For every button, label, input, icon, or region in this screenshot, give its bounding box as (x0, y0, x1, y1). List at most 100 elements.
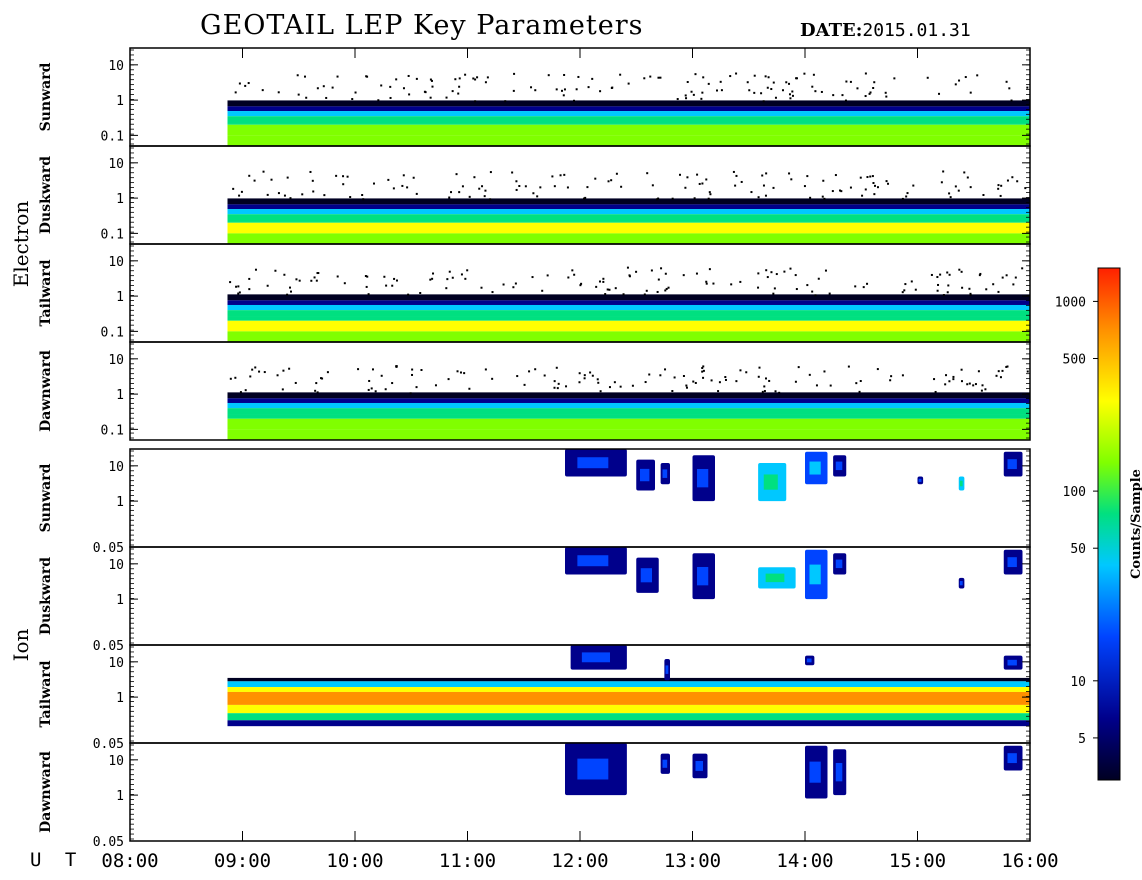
count-speck (594, 177, 597, 180)
count-speck (702, 76, 705, 79)
count-speck (466, 269, 469, 272)
panel-label: Tailward (38, 660, 54, 727)
count-speck (692, 93, 695, 96)
panel-ion-duskward: 10 1 0.05 Duskward (38, 546, 1031, 654)
count-speck (244, 84, 247, 87)
spectrum-band (227, 408, 1030, 415)
y-tick-label: 10 (108, 754, 124, 769)
ion-burst-core (763, 474, 778, 490)
count-speck (757, 272, 760, 275)
ion-burst-core (809, 461, 821, 475)
count-speck (532, 192, 535, 195)
count-speck (622, 293, 625, 296)
count-speck (322, 85, 325, 88)
count-speck (820, 90, 823, 93)
count-speck (563, 88, 566, 91)
count-speck (611, 86, 614, 89)
count-speck (1010, 99, 1013, 102)
spectrum-band (227, 720, 1030, 727)
y-tick-label: 1 (116, 290, 124, 305)
count-speck (976, 74, 979, 77)
count-speck (772, 292, 775, 295)
count-speck (276, 374, 279, 377)
count-speck (999, 376, 1002, 379)
count-speck (702, 369, 705, 372)
count-speck (889, 379, 892, 382)
count-speck (349, 196, 352, 199)
panel-label: Duskward (38, 156, 54, 234)
count-speck (665, 287, 668, 290)
count-speck (238, 194, 241, 197)
count-speck (331, 86, 334, 89)
count-speck (448, 270, 451, 273)
count-speck (445, 96, 448, 99)
count-speck (514, 282, 517, 285)
count-speck (809, 196, 812, 199)
count-speck (411, 368, 414, 371)
count-speck (253, 179, 256, 182)
spectrum-band (227, 677, 1030, 682)
count-speck (945, 374, 948, 377)
count-speck (480, 286, 483, 289)
count-speck (458, 191, 461, 194)
count-speck (872, 181, 875, 184)
count-speck (685, 384, 688, 387)
count-speck (667, 286, 670, 289)
count-speck (847, 365, 850, 368)
count-speck (649, 75, 652, 78)
count-speck (806, 284, 809, 287)
count-speck (659, 374, 662, 377)
count-speck (431, 277, 434, 280)
count-speck (320, 377, 323, 380)
count-speck (559, 174, 562, 177)
count-speck (326, 371, 329, 374)
ion-burst-core (1007, 459, 1017, 470)
count-speck (234, 91, 237, 94)
count-speck (566, 186, 569, 189)
count-speck (866, 176, 869, 179)
count-speck (914, 288, 917, 291)
count-speck (934, 390, 937, 393)
count-speck (357, 368, 360, 371)
x-tick-label: 09:00 (214, 850, 271, 872)
count-speck (952, 378, 955, 381)
count-speck (864, 95, 867, 98)
count-speck (553, 380, 556, 383)
count-speck (551, 175, 554, 178)
count-speck (614, 287, 617, 290)
x-tick-label: 16:00 (1001, 850, 1058, 872)
spectrum-band (227, 691, 1030, 705)
count-speck (942, 170, 945, 173)
count-speck (1012, 283, 1015, 286)
count-speck (589, 371, 592, 374)
count-speck (750, 191, 753, 194)
count-speck (765, 269, 768, 272)
count-speck (969, 292, 972, 295)
count-speck (648, 373, 651, 376)
count-speck (774, 96, 777, 99)
count-speck (823, 197, 826, 200)
spectrum-band (227, 429, 1030, 440)
count-speck (626, 266, 629, 269)
count-speck (948, 192, 951, 195)
count-speck (591, 77, 594, 80)
count-speck (325, 96, 328, 99)
count-speck (643, 77, 646, 80)
count-speck (773, 287, 776, 290)
count-speck (270, 178, 273, 181)
count-speck (705, 178, 708, 181)
count-speck (651, 184, 654, 187)
count-speck (1026, 86, 1029, 89)
count-speck (583, 197, 586, 200)
count-speck (803, 185, 806, 188)
count-speck (298, 279, 301, 282)
count-speck (788, 93, 791, 96)
ion-burst-core (697, 468, 709, 488)
count-speck (229, 377, 232, 380)
count-speck (794, 274, 797, 277)
count-speck (872, 86, 875, 89)
count-speck (961, 286, 964, 289)
count-speck (972, 384, 975, 387)
count-speck (235, 285, 238, 288)
spectrum-band (227, 204, 1030, 210)
